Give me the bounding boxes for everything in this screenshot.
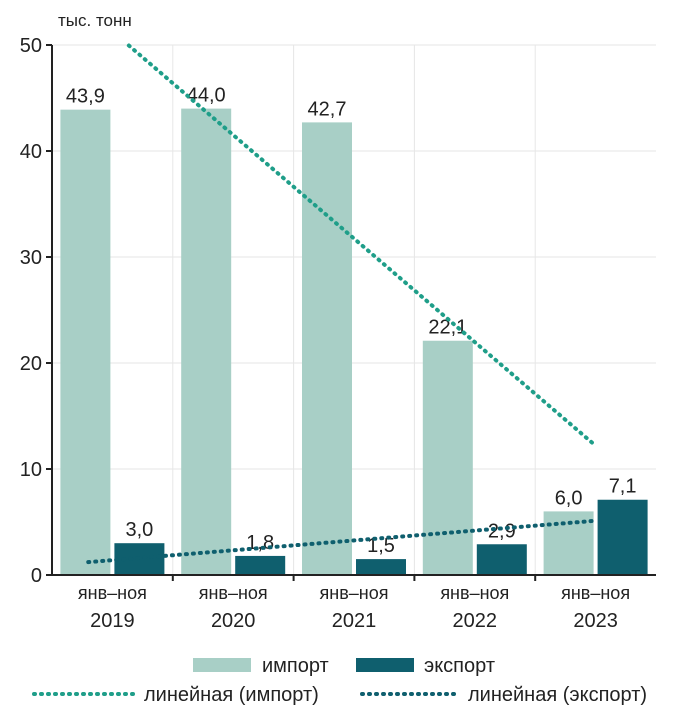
x-tick-label-period: янв–ноя [440,583,509,603]
bar-import [181,108,232,575]
x-tick-label-period: янв–ноя [78,583,147,603]
data-label: 2,9 [488,520,516,542]
y-tick-label: 50 [20,35,42,57]
x-tick-label-year: 2019 [90,610,135,632]
data-label: 6,0 [555,487,583,509]
data-label: 3,0 [125,519,153,541]
legend-label-import: импорт [262,655,329,677]
legend-label-export: экспорт [424,655,495,677]
y-unit-label: тыс. тонн [58,11,132,30]
x-tick-label-year: 2022 [453,610,498,632]
x-tick-label-period: янв–ноя [199,583,268,603]
x-tick-label-year: 2021 [332,610,377,632]
y-tick-label: 40 [20,141,42,163]
bar-export [597,499,648,575]
data-label: 43,9 [66,86,105,108]
bar-import [302,122,352,575]
data-label: 44,0 [187,85,226,107]
y-tick-label: 30 [20,247,42,269]
data-label: 22,1 [428,317,467,339]
trendline-import [126,43,598,448]
bar-export [476,544,527,575]
x-tick-label-year: 2023 [573,610,618,632]
legend-label-trend-import: линейная (импорт) [144,684,319,706]
y-tick-label: 20 [20,353,42,375]
data-label: 1,8 [246,532,274,554]
legend-swatch-export [356,658,414,672]
data-label: 42,7 [308,98,347,120]
bar-export [356,559,406,575]
y-tick-label: 0 [31,565,42,587]
data-label: 7,1 [609,476,637,498]
legend-swatch-import [193,658,251,672]
legend-label-trend-export: линейная (экспорт) [468,684,647,706]
bar-import [422,340,473,575]
bar-import [60,109,111,575]
bar-export [235,555,286,575]
y-tick-label: 10 [20,459,42,481]
trendline-export [86,518,598,565]
x-tick-label-year: 2020 [211,610,256,632]
x-tick-label-period: янв–ноя [561,583,630,603]
x-tick-label-period: янв–ноя [320,583,389,603]
